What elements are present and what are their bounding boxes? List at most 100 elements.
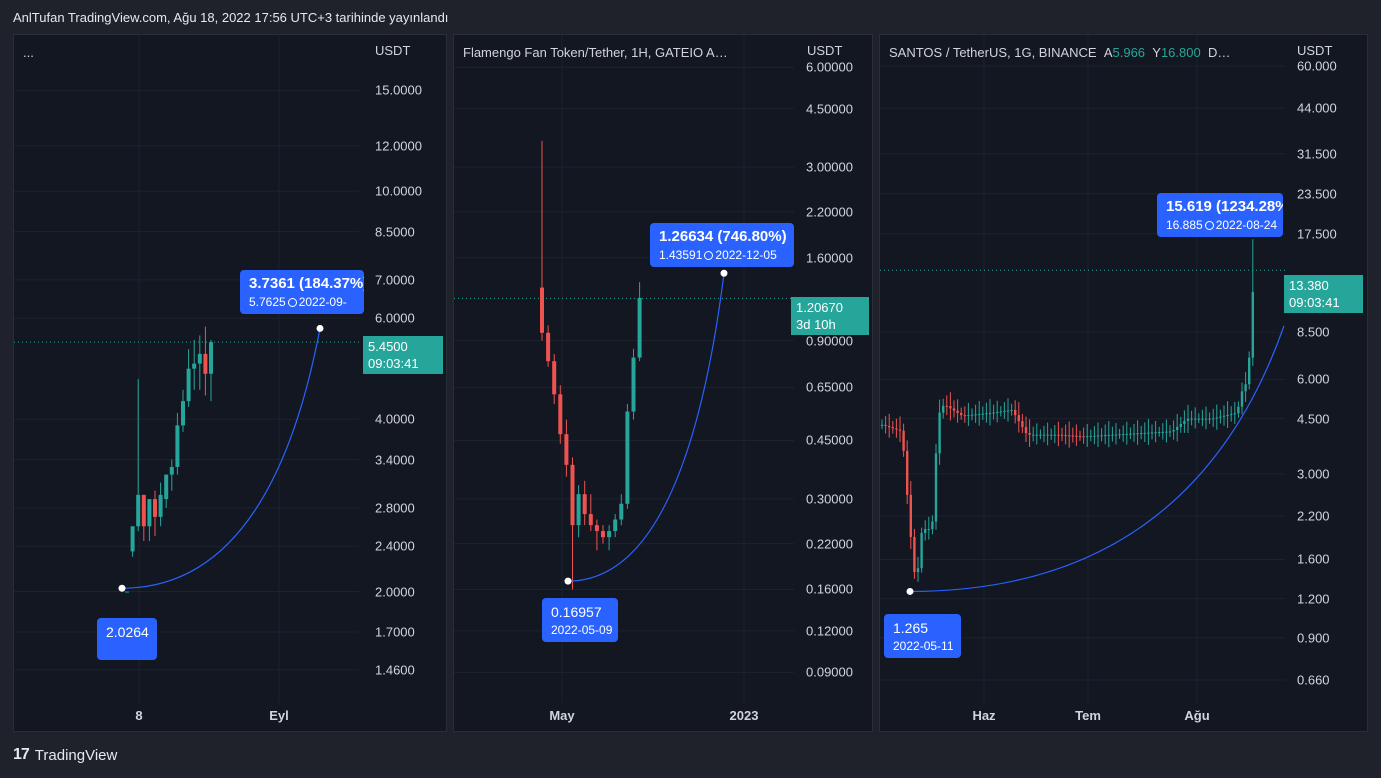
countdown: 09:03:41 <box>1289 295 1340 310</box>
y-tick-label: 0.90000 <box>806 333 853 349</box>
last-price: 13.380 <box>1289 278 1329 293</box>
candle <box>1122 434 1125 436</box>
last-price: 5.4500 <box>368 339 408 354</box>
candle <box>924 529 927 533</box>
candle <box>1021 421 1024 428</box>
tradingview-logo-icon: 17 <box>13 746 30 763</box>
candle <box>164 474 169 500</box>
y-tick-label: 1.200 <box>1297 591 1330 607</box>
candle <box>1010 409 1013 411</box>
low-point <box>906 587 914 595</box>
candle <box>909 494 912 537</box>
target-value: 15.619 (1234.28%) <box>1166 198 1283 215</box>
candle <box>996 411 999 413</box>
target-date: 2022-09- <box>298 295 347 309</box>
projection-curve <box>567 273 725 582</box>
price-unit: USDT <box>375 43 411 58</box>
clock-icon <box>704 251 714 260</box>
candle <box>1107 434 1110 436</box>
y-tick-label: 2.4000 <box>375 538 415 554</box>
y-tick-label: 0.22000 <box>806 536 853 552</box>
y-tick-label: 44.000 <box>1297 100 1337 116</box>
candle <box>960 412 963 416</box>
candle <box>985 413 988 415</box>
clock-icon <box>1204 221 1214 230</box>
candle <box>1118 434 1121 436</box>
candle <box>552 361 557 395</box>
candle <box>1024 427 1028 434</box>
chart-panel-2[interactable]: Flamengo Fan Token/Tether, 1H, GATEIO A…… <box>453 34 873 732</box>
candle <box>1143 432 1146 434</box>
y-tick-label: 4.0000 <box>375 411 415 427</box>
chart-panel-3[interactable]: SANTOS / TetherUS, 1G, BINANCE A5.966 Y1… <box>879 34 1368 732</box>
y-tick-label: 2.200 <box>1297 508 1330 524</box>
ohlc-a-value: 5.966 <box>1112 45 1146 60</box>
y-tick-label: 23.500 <box>1297 186 1337 202</box>
candle <box>1190 418 1193 420</box>
target-point <box>316 324 324 332</box>
price-unit: USDT <box>1297 43 1333 58</box>
candle <box>999 411 1002 413</box>
y-tick-label: 15.0000 <box>375 82 422 98</box>
publish-header: AnlTufan TradingView.com, Ağu 18, 2022 1… <box>13 10 449 25</box>
y-tick-label: 6.0000 <box>375 310 415 326</box>
chart-panel-1[interactable]: ... USDT 5.4500 09:03:41 3.7361 (184.37%… <box>13 34 447 732</box>
y-tick-label: 1.600 <box>1297 551 1330 567</box>
candle <box>1140 433 1143 435</box>
y-tick-label: 4.50000 <box>806 101 853 117</box>
candle <box>181 401 185 426</box>
candle <box>613 519 618 532</box>
x-tick-label: Eyl <box>269 708 289 723</box>
candle <box>1226 414 1229 416</box>
footer-brand[interactable]: 17 TradingView <box>13 746 117 764</box>
candle <box>956 410 959 413</box>
y-tick-label: 4.500 <box>1297 411 1330 427</box>
candle <box>1003 410 1006 412</box>
y-tick-label: 17.500 <box>1297 226 1337 242</box>
candle <box>1204 418 1208 420</box>
candle <box>1114 434 1118 436</box>
candle <box>916 568 920 573</box>
target-price: 16.885 <box>1166 218 1203 232</box>
candle <box>1201 418 1204 420</box>
candle <box>175 425 180 467</box>
candle <box>125 591 129 593</box>
candle <box>1194 418 1197 420</box>
candle <box>1075 435 1078 437</box>
candle <box>197 353 202 364</box>
x-tick-label: Ağu <box>1184 708 1210 723</box>
candle <box>913 536 916 573</box>
candle <box>130 526 135 552</box>
ohlc-y-value: 16.800 <box>1160 45 1201 60</box>
x-tick-label: Tem <box>1075 708 1101 723</box>
y-tick-label: 3.000 <box>1297 466 1330 482</box>
candle <box>938 412 941 454</box>
target-bubble: 15.619 (1234.28%) 16.885 2022-08-24 <box>1157 193 1283 237</box>
candle <box>898 429 902 431</box>
price-unit: USDT <box>807 43 843 58</box>
candle <box>1237 406 1240 414</box>
candle <box>631 357 636 412</box>
candle <box>169 466 174 475</box>
candle <box>1071 435 1074 437</box>
candle <box>1233 413 1236 415</box>
candle <box>192 363 197 369</box>
y-tick-label: 1.7000 <box>375 624 415 640</box>
candle <box>931 521 934 530</box>
candle <box>1208 418 1211 420</box>
chart-canvas-1[interactable] <box>14 35 447 732</box>
chart-canvas-3[interactable] <box>880 35 1368 732</box>
y-tick-label: 1.60000 <box>806 250 853 266</box>
candle <box>1150 432 1154 434</box>
candle <box>136 494 141 527</box>
candle <box>1186 418 1190 421</box>
low-value: 2.0264 <box>106 624 149 640</box>
candle <box>1168 431 1172 433</box>
candle <box>945 405 948 407</box>
candle <box>884 424 887 427</box>
projection-curve <box>909 325 1285 593</box>
low-bubble: 0.16957 2022-05-09 <box>542 598 618 642</box>
candle <box>564 434 569 465</box>
y-tick-label: 3.4000 <box>375 452 415 468</box>
candle <box>1248 357 1251 385</box>
